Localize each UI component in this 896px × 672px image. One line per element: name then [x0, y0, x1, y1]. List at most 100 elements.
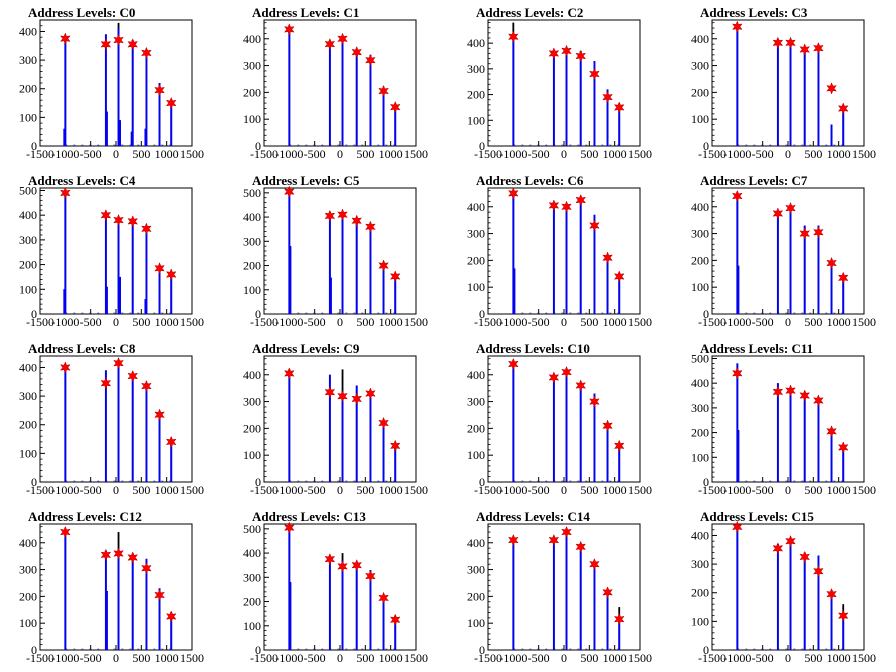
histogram-bar-blue — [817, 555, 820, 650]
peak-marker — [837, 102, 849, 115]
histogram-bar-blue — [803, 395, 806, 482]
peak-marker — [813, 226, 824, 239]
x-tick-label: 500 — [356, 315, 374, 329]
peak-marker — [337, 390, 348, 403]
peak-marker — [813, 394, 824, 407]
x-tick-label: -500 — [80, 651, 102, 665]
peak-marker — [351, 45, 363, 59]
peak-marker — [731, 20, 743, 33]
x-tick-label: 500 — [804, 147, 822, 161]
x-tick-label: 0 — [785, 147, 791, 161]
x-tick-label: -500 — [80, 483, 102, 497]
y-tick-label: 400 — [243, 32, 261, 46]
y-tick-label: 300 — [19, 233, 37, 247]
histogram-bar-blue — [170, 439, 173, 482]
x-tick-label: -1500 — [698, 147, 726, 161]
x-tick-label: -500 — [752, 315, 774, 329]
peak-marker — [602, 419, 613, 432]
chart-panel: Address Levels: C1 0 100 200 300 400 -1500 -100… — [224, 0, 448, 168]
histogram-bar-blue — [394, 105, 397, 146]
y-tick-label: 300 — [243, 570, 261, 584]
chart-panel: Address Levels: C5 0 100 200 300 400 500 -1500-… — [224, 168, 448, 336]
x-tick-label: 1000 — [827, 147, 851, 161]
histogram-bar-blue — [579, 201, 582, 314]
peak-marker — [589, 219, 600, 232]
peak-marker — [165, 610, 177, 623]
histogram-bar-blue — [131, 220, 134, 314]
chart-panel: Address Levels: C15 0 100 200 300 400 -1500 -10… — [672, 504, 896, 672]
y-tick-label: 300 — [19, 53, 37, 67]
peak-marker — [602, 90, 613, 104]
peak-marker — [283, 521, 295, 534]
histogram-bar-blue — [606, 423, 609, 482]
peak-marker — [100, 548, 112, 562]
histogram-bar-blue — [803, 552, 806, 650]
x-tick-label: 1000 — [155, 315, 179, 329]
histogram-bar-blue — [288, 28, 291, 146]
histogram-bar-blue — [158, 413, 161, 482]
chart-svg: 0 100 200 300 400 -1500-1000 -500 0 500 1000 1500 — [467, 355, 652, 497]
peak-marker — [113, 356, 124, 370]
y-tick-label: 400 — [691, 528, 709, 542]
x-tick-label: -500 — [304, 483, 326, 497]
peak-marker — [772, 36, 784, 49]
histogram-bar-blue — [830, 432, 833, 482]
x-tick-label: -1000 — [723, 651, 751, 665]
y-tick-label: 100 — [19, 616, 37, 630]
histogram-bar-blue — [579, 50, 582, 146]
x-tick-label: 1000 — [155, 651, 179, 665]
histogram-bar-blue — [842, 276, 845, 314]
y-tick-label: 200 — [243, 85, 261, 99]
histogram-bar-blue — [776, 383, 779, 482]
histogram-bar-blue — [158, 267, 161, 314]
histogram-bar-blue — [170, 274, 173, 314]
x-tick-label: -500 — [528, 483, 550, 497]
histogram-bar-blue — [803, 225, 806, 314]
y-tick-label: 300 — [691, 401, 709, 415]
y-tick-label: 400 — [691, 376, 709, 390]
histogram-bar-blue — [736, 28, 739, 146]
y-tick-label: 200 — [467, 589, 485, 603]
histogram-bar-blue — [144, 299, 147, 314]
x-tick-label: 500 — [356, 483, 374, 497]
x-tick-label: -500 — [80, 147, 102, 161]
plot-frame — [711, 19, 865, 147]
histogram-bar-blue — [736, 196, 739, 314]
histogram-bar-blue — [329, 277, 332, 314]
peak-marker — [813, 41, 824, 55]
y-tick-label: 300 — [467, 62, 485, 76]
x-tick-label: 500 — [132, 483, 150, 497]
x-tick-label: 500 — [804, 483, 822, 497]
y-tick-label: 200 — [467, 421, 485, 435]
y-tick-label: 300 — [19, 563, 37, 577]
chart-svg: 0 100 200 300 400 -1500-1000 -500 0 500 1000 1500 — [467, 523, 652, 665]
histogram-bar-blue — [64, 192, 67, 314]
x-tick-label: 1500 — [404, 147, 428, 161]
peak-marker — [389, 613, 401, 626]
y-tick-label: 300 — [691, 59, 709, 73]
histogram-bar-blue — [776, 212, 779, 314]
histogram-bar-blue — [369, 570, 372, 650]
peak-marker — [100, 209, 112, 222]
histogram-bar-blue — [552, 537, 555, 650]
chart-svg: 0 100 200 300 400 -1500-1000 -500 0 500 1000 1500 — [467, 187, 652, 329]
histogram-bar-blue — [552, 377, 555, 482]
peak-marker — [165, 435, 177, 449]
chart-title: Address Levels: C5 — [252, 173, 360, 188]
y-tick-label: 0 — [255, 643, 261, 657]
peak-marker — [100, 38, 112, 51]
peak-marker — [59, 361, 71, 374]
peak-marker — [731, 520, 743, 534]
y-tick-label: 100 — [467, 280, 485, 294]
y-tick-label: 100 — [691, 614, 709, 628]
histogram-bar-blue — [117, 28, 120, 146]
y-tick-label: 200 — [19, 418, 37, 432]
histogram-bar-blue — [355, 49, 358, 146]
x-tick-label: 1500 — [628, 147, 652, 161]
peak-marker — [507, 533, 519, 547]
x-tick-label: 1500 — [404, 651, 428, 665]
x-tick-label: 0 — [785, 315, 791, 329]
x-tick-label: 0 — [113, 315, 119, 329]
y-tick-label: 300 — [467, 395, 485, 409]
x-tick-label: -1500 — [474, 315, 502, 329]
